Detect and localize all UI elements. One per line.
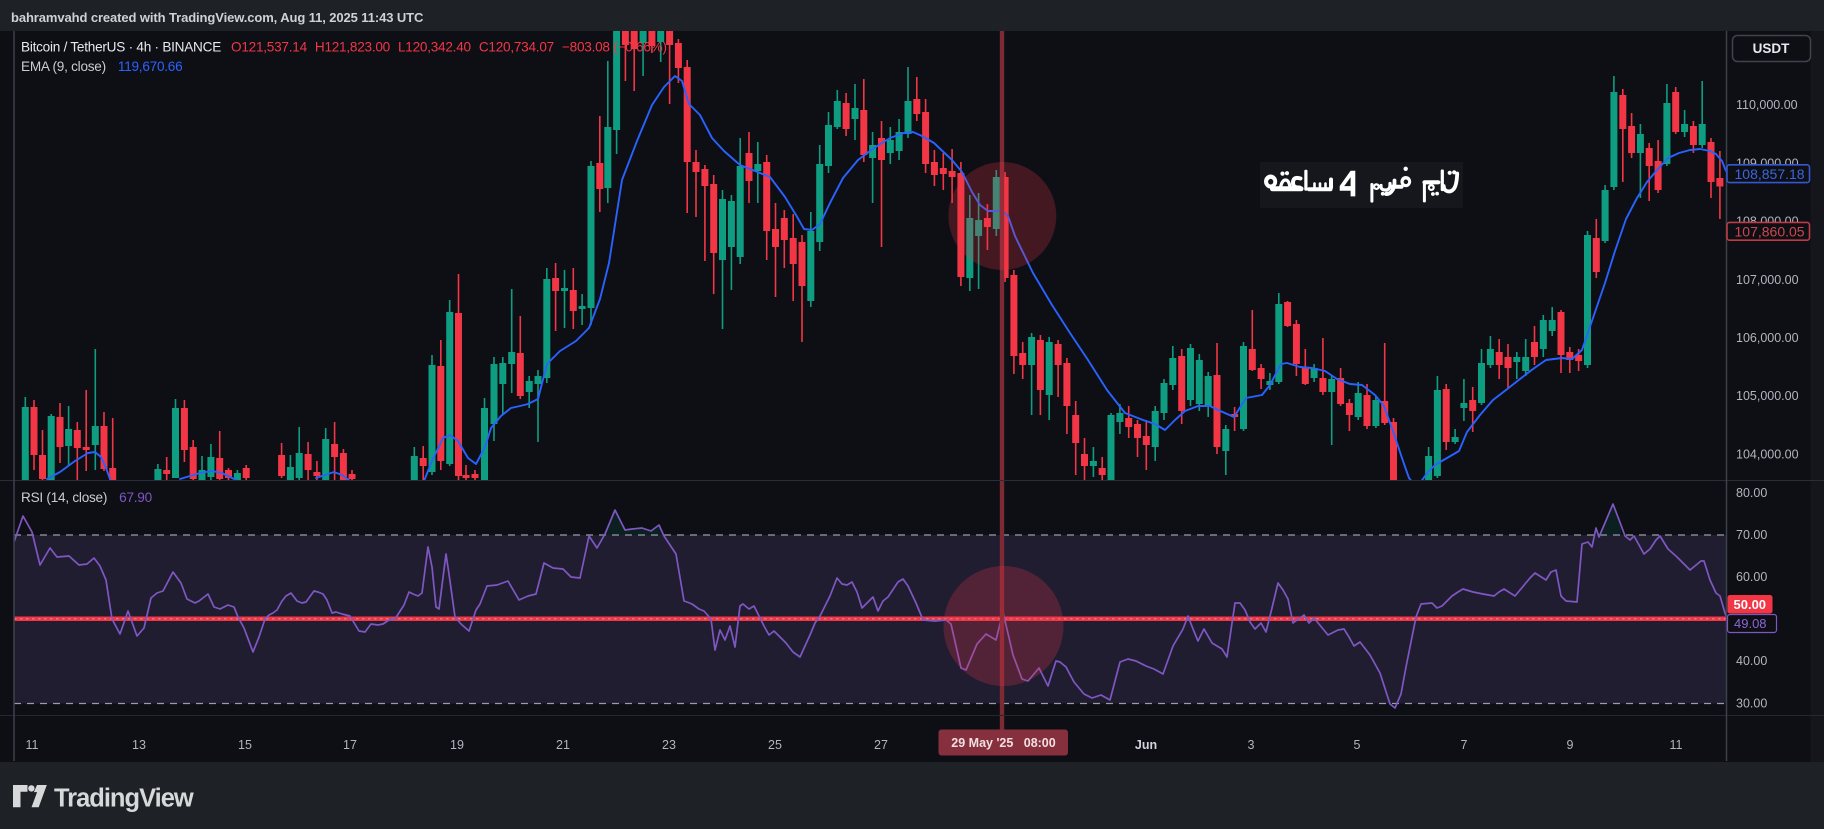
svg-text:11: 11 <box>26 738 39 752</box>
svg-text:60.00: 60.00 <box>1736 570 1767 584</box>
svg-text:15: 15 <box>238 738 252 752</box>
svg-text:70.00: 70.00 <box>1736 528 1767 542</box>
svg-text:21: 21 <box>556 738 570 752</box>
svg-text:40.00: 40.00 <box>1736 654 1767 668</box>
svg-text:Bitcoin / TetherUS · 4h · BINA: Bitcoin / TetherUS · 4h · BINANCE O121,53… <box>21 40 667 55</box>
svg-text:30.00: 30.00 <box>1736 697 1767 711</box>
svg-text:27: 27 <box>874 738 888 752</box>
svg-text:Jun: Jun <box>1135 738 1157 752</box>
svg-text:108,857.18: 108,857.18 <box>1735 166 1805 182</box>
svg-text:11: 11 <box>1670 738 1683 752</box>
svg-text:107,000.00: 107,000.00 <box>1736 273 1799 287</box>
svg-text:29 May '25 08:00: 29 May '25 08:00 <box>951 736 1055 750</box>
svg-text:25: 25 <box>768 738 782 752</box>
svg-text:bahramvahd created with Tradin: bahramvahd created with TradingView.com,… <box>11 10 424 25</box>
svg-text:80.00: 80.00 <box>1736 486 1767 500</box>
svg-text:5: 5 <box>1354 738 1361 752</box>
svg-text:105,000.00: 105,000.00 <box>1736 389 1799 403</box>
svg-text:50.00: 50.00 <box>1734 597 1767 612</box>
svg-text:RSI (14, close)67.90: RSI (14, close) 67.90 <box>21 490 153 505</box>
svg-text:19: 19 <box>450 738 464 752</box>
svg-text:17: 17 <box>343 738 357 752</box>
svg-text:49.08: 49.08 <box>1734 616 1767 631</box>
svg-text:USDT: USDT <box>1753 41 1791 56</box>
svg-text:EMA (9, close)119,670.66: EMA (9, close) 119,670.66 <box>21 59 182 74</box>
svg-text:7: 7 <box>1461 738 1468 752</box>
svg-text:9: 9 <box>1567 738 1574 752</box>
svg-text:110,000.00: 110,000.00 <box>1736 98 1798 112</box>
svg-text:23: 23 <box>662 738 676 752</box>
svg-text:TradingView: TradingView <box>54 785 194 813</box>
svg-text:104,000.00: 104,000.00 <box>1736 447 1799 461</box>
svg-text:13: 13 <box>132 738 146 752</box>
svg-text:3: 3 <box>1248 738 1255 752</box>
svg-text:107,860.05: 107,860.05 <box>1735 224 1805 240</box>
svg-text:106,000.00: 106,000.00 <box>1736 331 1799 345</box>
